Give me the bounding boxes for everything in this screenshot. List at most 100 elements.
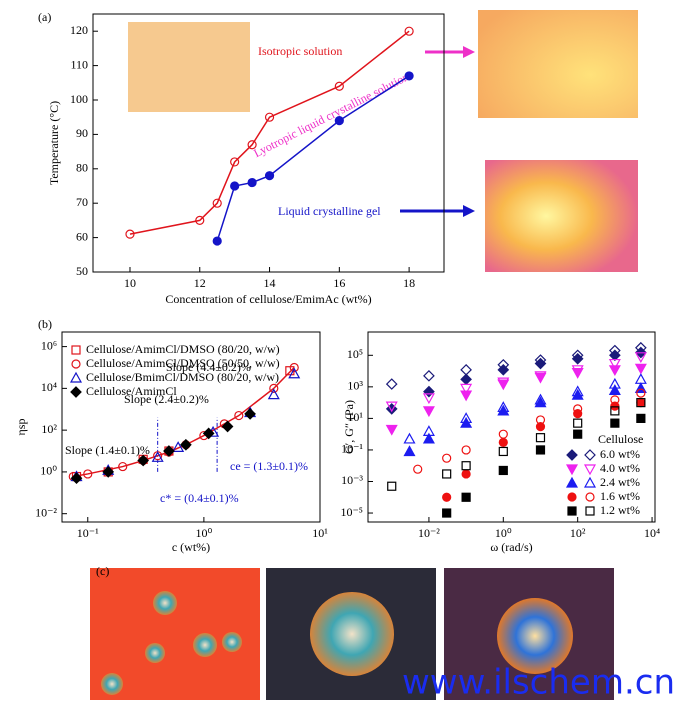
arrow-head: [463, 205, 475, 217]
legend-label: 1.6 wt%: [600, 489, 640, 503]
spherulite: [145, 643, 165, 663]
marker: [460, 390, 473, 402]
annotation: Slope (4.4±0.2)%: [166, 360, 251, 374]
marker: [385, 378, 398, 390]
marker: [497, 377, 510, 389]
marker: [608, 358, 621, 370]
y-tick-label: 10³: [347, 379, 363, 393]
marker: [442, 492, 452, 502]
marker: [403, 432, 416, 444]
y-tick-label: 100: [70, 92, 88, 106]
marker: [634, 352, 647, 364]
marker: [334, 81, 344, 91]
y-tick-label: 60: [76, 229, 88, 243]
marker: [636, 398, 646, 408]
marker: [172, 441, 185, 452]
annotation: Slope (2.4±0.2)%: [124, 392, 209, 406]
marker: [634, 363, 647, 375]
marker: [212, 236, 222, 246]
y-tick-label: 10⁻³: [341, 473, 363, 487]
marker: [461, 492, 471, 502]
marker: [534, 354, 547, 366]
marker: [498, 437, 508, 448]
spherulite: [310, 592, 394, 676]
marker: [195, 215, 205, 225]
marker: [567, 506, 577, 516]
y-axis-label: ηsp: [14, 419, 28, 436]
plot-frame: [61, 331, 321, 523]
marker: [583, 464, 597, 476]
marker: [498, 446, 508, 457]
marker: [535, 415, 546, 425]
marker: [422, 432, 435, 444]
marker: [566, 449, 578, 461]
marker: [125, 229, 135, 239]
y-tick-label: 10⁴: [41, 380, 57, 394]
x-tick-label: 16: [333, 276, 345, 290]
spherulite: [193, 633, 217, 657]
marker: [288, 367, 301, 379]
marker: [534, 371, 547, 383]
marker: [70, 386, 82, 398]
marker: [610, 406, 620, 416]
marker: [636, 388, 646, 398]
marker: [234, 410, 244, 421]
marker: [610, 401, 620, 411]
marker: [584, 449, 596, 461]
legend-title: Cellulose: [598, 432, 643, 446]
marker: [264, 112, 275, 122]
marker: [571, 368, 584, 379]
y-tick-label: 80: [76, 161, 88, 175]
x-tick-label: 10⁰: [195, 526, 212, 540]
marker: [636, 398, 646, 408]
arrow-head: [463, 46, 475, 58]
y-tick-label: 10⁵: [347, 347, 363, 361]
marker: [102, 466, 115, 478]
marker: [267, 388, 280, 400]
marker: [71, 345, 81, 355]
marker: [230, 157, 240, 167]
annotation: ce = (1.3±0.1)%: [230, 459, 308, 473]
y-axis-label: Temperature (°C): [47, 101, 61, 185]
x-tick-label: 10²: [570, 526, 586, 540]
y-tick-label: 10⁰: [40, 464, 57, 478]
marker: [585, 506, 595, 516]
marker: [460, 363, 472, 376]
annotation: Isotropic solution: [258, 44, 342, 58]
marker: [163, 445, 175, 457]
panel-label: (a): [38, 10, 51, 24]
panel-label: (b): [38, 317, 52, 331]
marker: [571, 388, 584, 400]
marker: [610, 418, 620, 428]
y-tick-label: 50: [76, 264, 88, 278]
annotation: Slope (1.4±0.1)%: [65, 443, 150, 457]
marker: [385, 401, 398, 413]
y-tick-label: 70: [76, 195, 88, 209]
marker: [212, 198, 222, 208]
marker: [573, 429, 583, 439]
plot-frame: [367, 331, 656, 523]
micrograph: [128, 22, 250, 112]
marker: [571, 385, 584, 397]
marker: [461, 445, 471, 455]
legend-label: 2.4 wt%: [600, 475, 640, 489]
marker: [151, 451, 164, 462]
x-tick-label: 14: [264, 276, 276, 290]
marker: [442, 469, 452, 479]
marker: [461, 461, 471, 471]
y-tick-label: 10²: [41, 422, 57, 436]
marker: [535, 433, 546, 443]
marker: [535, 445, 546, 455]
marker: [534, 357, 547, 370]
marker: [585, 492, 595, 502]
marker: [413, 464, 423, 474]
marker: [565, 476, 579, 488]
spherulite: [101, 673, 123, 695]
micrograph: [485, 160, 638, 272]
marker: [404, 71, 414, 81]
x-axis-label: c (wt%): [172, 540, 210, 554]
annotation: Liquid crystalline gel: [278, 204, 381, 218]
marker: [608, 377, 621, 389]
marker: [247, 140, 257, 150]
marker: [460, 412, 473, 423]
